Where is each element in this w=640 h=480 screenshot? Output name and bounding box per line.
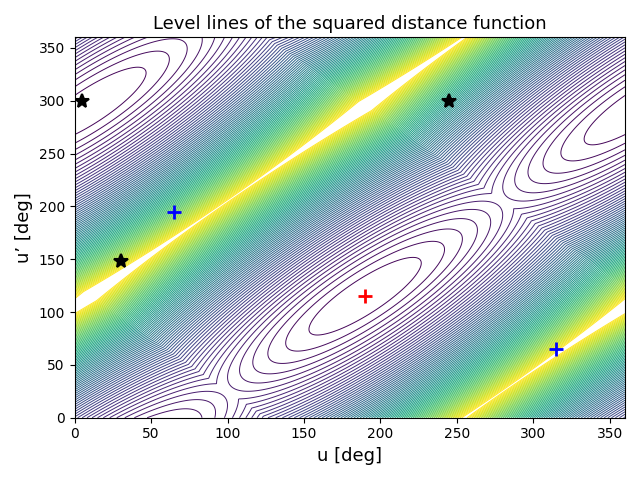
Y-axis label: u’ [deg]: u’ [deg] xyxy=(15,192,33,263)
X-axis label: u [deg]: u [deg] xyxy=(317,447,382,465)
Title: Level lines of the squared distance function: Level lines of the squared distance func… xyxy=(153,15,547,33)
